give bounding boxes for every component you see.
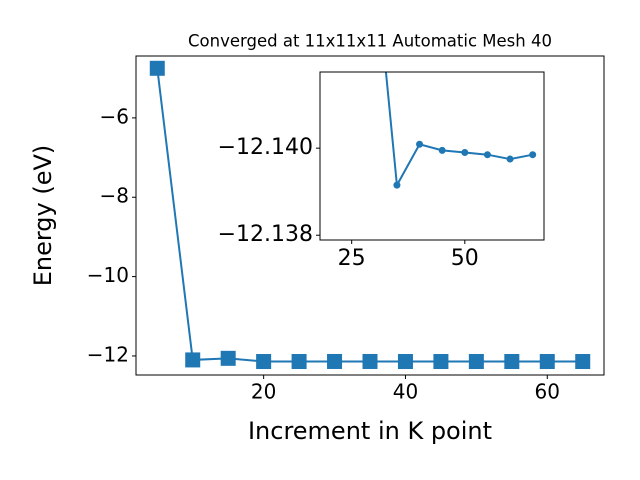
marker (256, 354, 272, 370)
marker (461, 149, 469, 157)
plot-content (149, 60, 591, 370)
marker (438, 146, 446, 154)
y-tick-label: −12.138 (218, 222, 313, 247)
x-tick-label: 60 (535, 380, 560, 404)
plot-area (320, 72, 544, 240)
marker (468, 354, 484, 370)
marker (291, 354, 307, 370)
marker (149, 60, 165, 76)
y-axis-label: Energy (eV) (29, 145, 57, 287)
marker (506, 155, 514, 163)
y-tick-label: −12.140 (218, 135, 313, 160)
series-line (384, 72, 533, 189)
marker (539, 354, 555, 370)
marker (483, 151, 491, 159)
x-tick-label: 40 (393, 380, 418, 404)
plot-content (384, 72, 537, 189)
x-tick-label: 50 (451, 246, 479, 271)
marker (327, 353, 343, 369)
axes-frame (319, 71, 545, 241)
axes-frame (135, 55, 605, 376)
marker (529, 151, 537, 159)
y-tick-label: −8 (100, 184, 129, 208)
marker (362, 353, 378, 369)
marker (393, 181, 401, 189)
marker (397, 354, 413, 370)
marker (575, 354, 591, 370)
x-tick-label: 25 (338, 246, 366, 271)
marker (433, 354, 449, 370)
marker (220, 350, 236, 366)
y-tick-label: −12 (87, 342, 129, 366)
marker (185, 352, 201, 368)
y-tick-label: −10 (87, 263, 129, 287)
marker (416, 140, 424, 148)
x-axis-label: Increment in K point (248, 417, 492, 445)
y-tick-label: −6 (100, 104, 129, 128)
x-tick-label: 20 (251, 380, 276, 404)
chart-title: Converged at 11x11x11 Automatic Mesh 40 (188, 32, 552, 51)
marker (504, 354, 520, 370)
